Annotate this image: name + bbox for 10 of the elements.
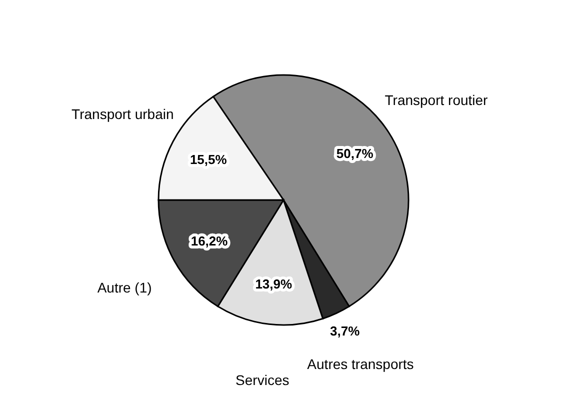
- data-label: 13,9%: [255, 276, 293, 292]
- data-label: 15,5%: [190, 152, 228, 168]
- slice-label: Autre (1): [97, 280, 152, 296]
- data-label: 3,7%: [330, 323, 360, 338]
- slice-label: Services: [236, 372, 290, 388]
- data-label: 16,2%: [190, 233, 228, 248]
- slice-label: Autres transports: [307, 356, 414, 372]
- slice-label: Transport urbain: [72, 106, 174, 122]
- slice-label: Transport routier: [384, 92, 488, 108]
- data-label: 50,7%: [336, 146, 374, 161]
